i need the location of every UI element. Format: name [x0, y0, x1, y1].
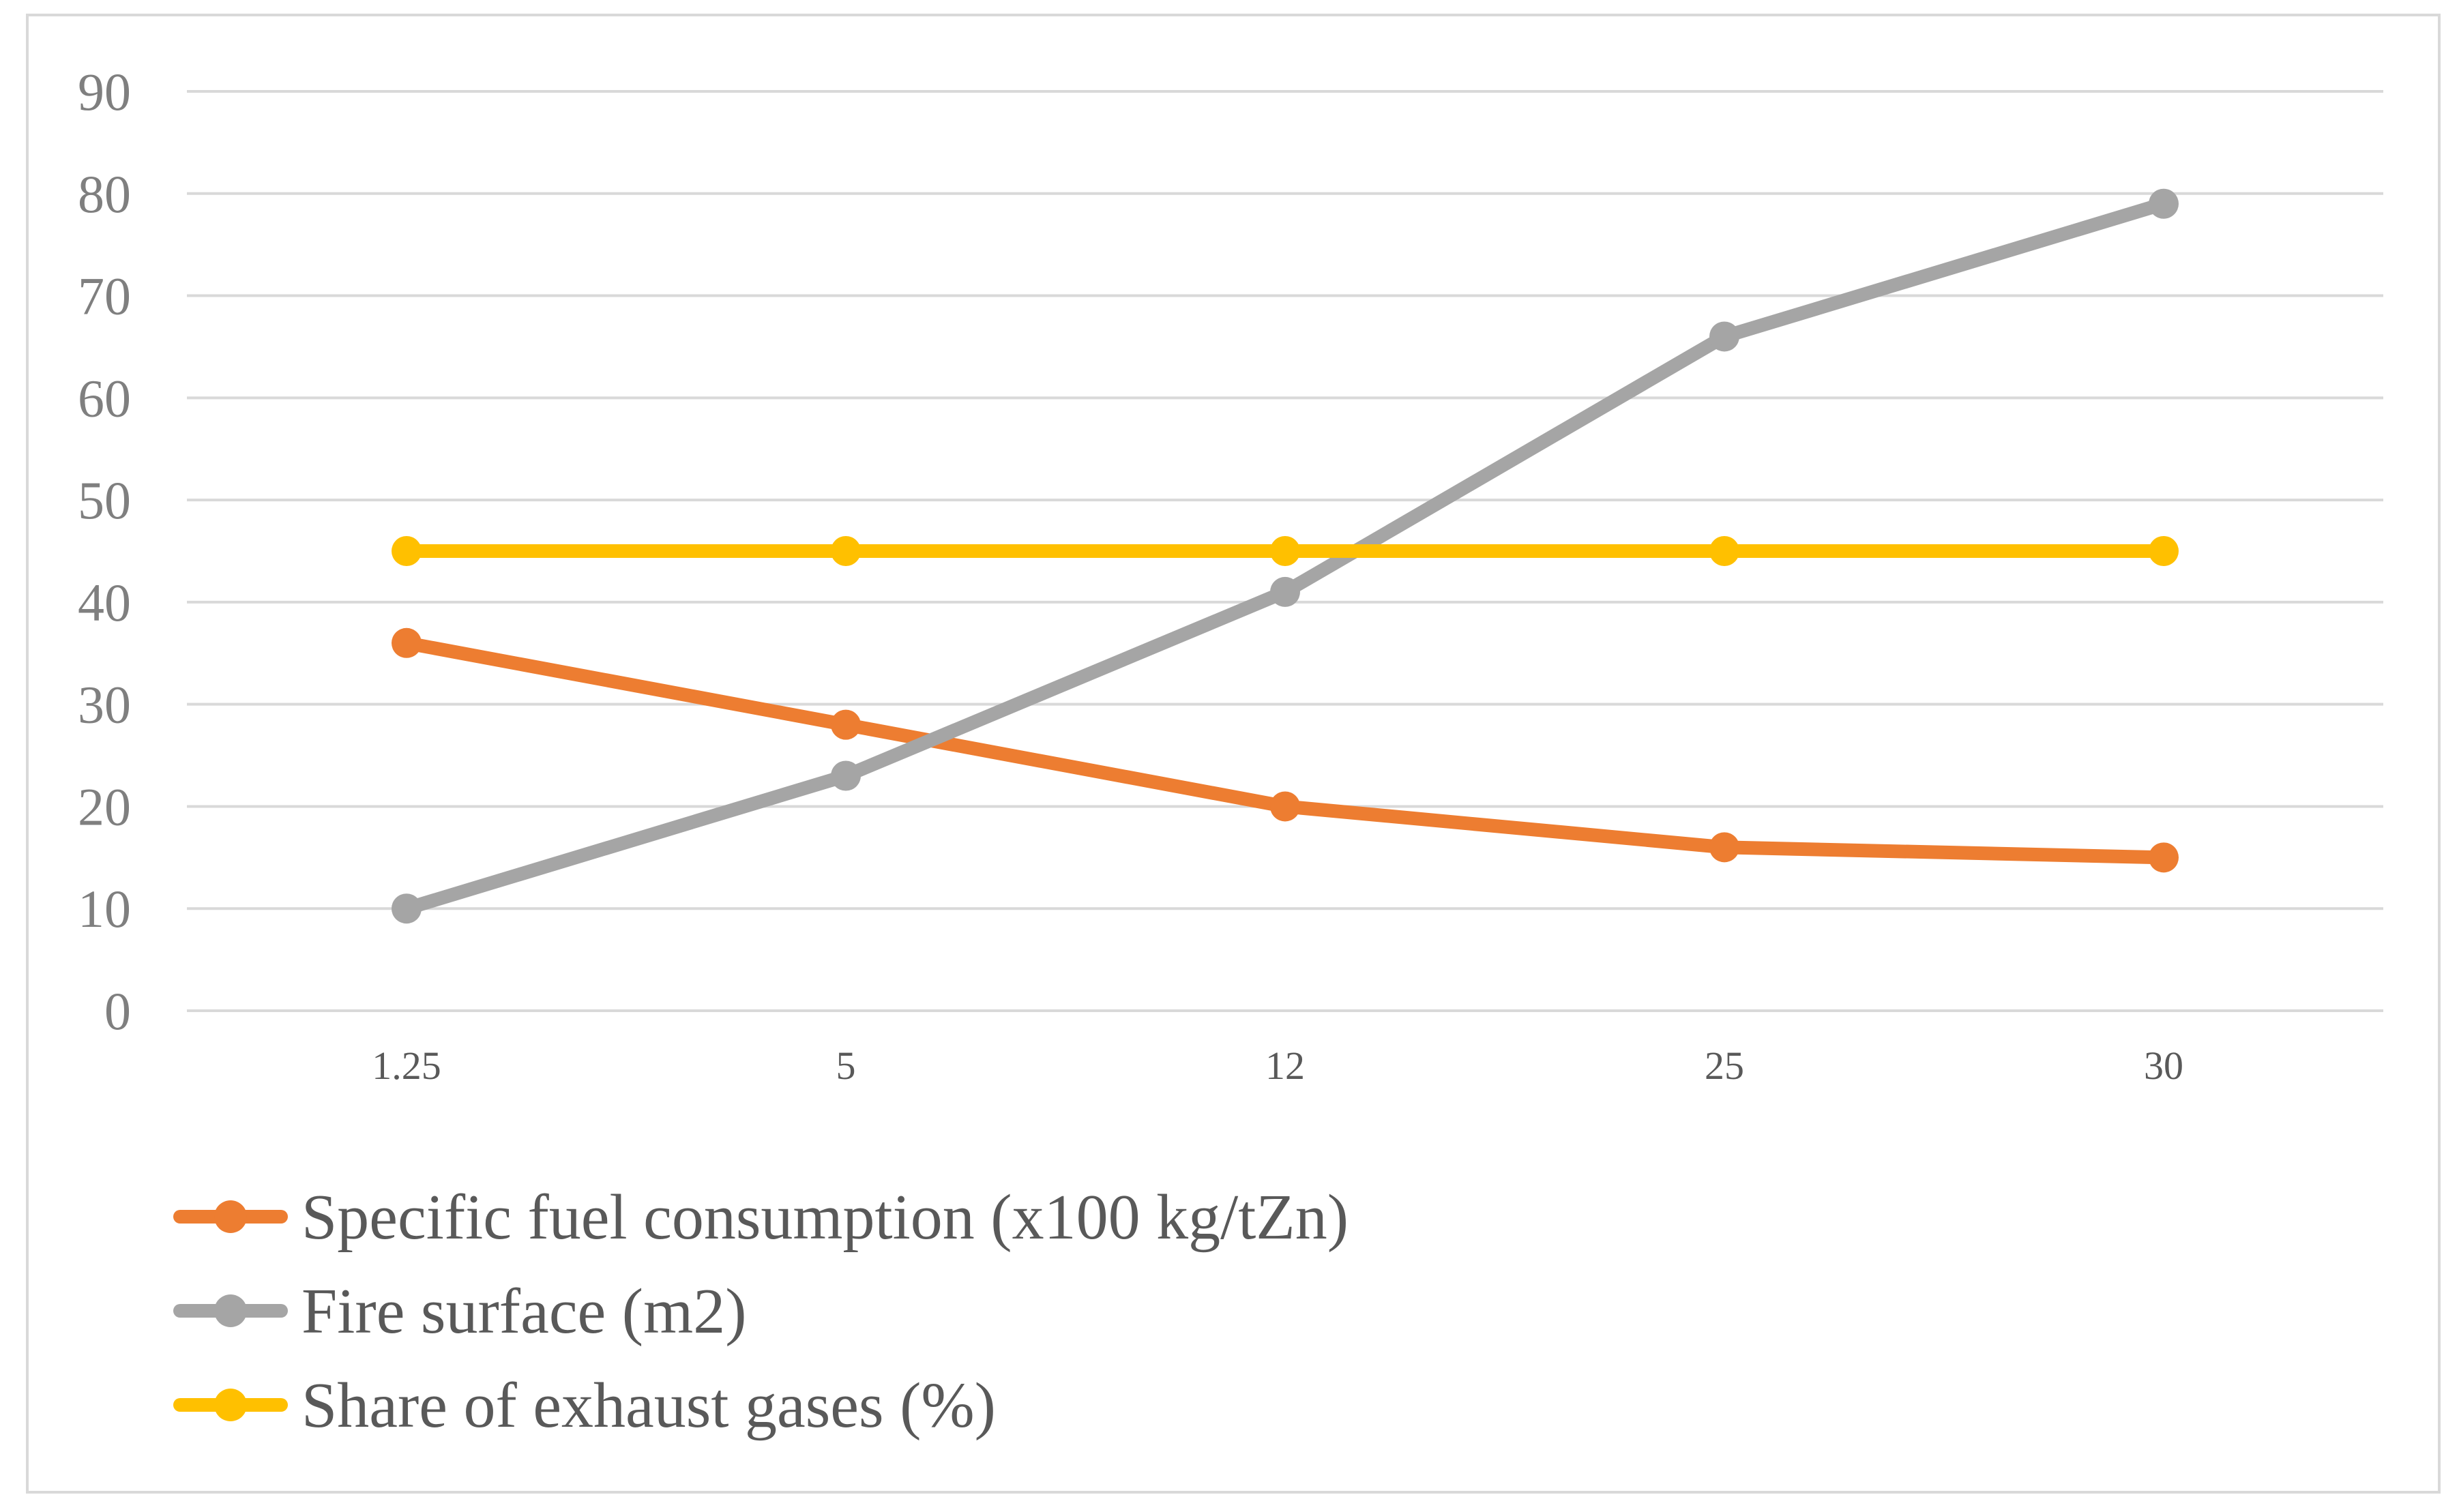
y-axis-labels: 0 10 20 30 40 50 60 70 80 90: [78, 62, 131, 1041]
y-tick-label: 20: [78, 777, 131, 836]
legend-item: Specific fuel consumption (x100 kg/tZn): [173, 1182, 1349, 1253]
legend-item: Fire surface (m2): [173, 1276, 747, 1347]
y-tick-label: 80: [78, 164, 131, 224]
data-point: [831, 760, 861, 791]
y-tick-label: 90: [78, 62, 131, 121]
data-point: [392, 893, 422, 924]
legend-label: Specific fuel consumption (x100 kg/tZn): [301, 1182, 1349, 1253]
x-tick-label: 12: [1265, 1043, 1305, 1088]
data-point: [1270, 536, 1300, 566]
y-tick-label: 50: [78, 471, 131, 530]
legend-swatch-marker: [214, 1389, 247, 1421]
x-tick-label: 1.25: [372, 1043, 441, 1088]
data-point: [1709, 536, 1739, 566]
legend-label: Fire surface (m2): [301, 1276, 747, 1347]
y-tick-label: 0: [104, 981, 131, 1041]
data-point: [1709, 321, 1739, 352]
y-tick-label: 30: [78, 675, 131, 735]
data-point: [1270, 576, 1300, 607]
data-point: [2149, 842, 2179, 873]
chart-frame: 0 10 20 30 40 50 60 70 80 90 1.25 5 12 25 30 Specific…: [26, 14, 2441, 1494]
x-tick-label: 25: [1705, 1043, 1744, 1088]
x-tick-label: 5: [836, 1043, 856, 1088]
legend-swatch-marker: [214, 1200, 247, 1233]
y-tick-label: 40: [78, 573, 131, 632]
data-point: [1270, 791, 1300, 822]
data-point: [831, 709, 861, 740]
legend: Specific fuel consumption (x100 kg/tZn) F…: [173, 1182, 1349, 1441]
legend-label: Share of exhaust gases (%): [301, 1370, 996, 1441]
data-point: [392, 627, 422, 658]
series-lines: [392, 188, 2179, 924]
line-chart: 0 10 20 30 40 50 60 70 80 90 1.25 5 12 25 30 Specific…: [78, 62, 2383, 1441]
series-0: [392, 627, 2179, 873]
legend-item: Share of exhaust gases (%): [173, 1370, 996, 1441]
x-tick-label: 30: [2144, 1043, 2183, 1088]
data-point: [2149, 188, 2179, 219]
data-point: [1709, 832, 1739, 863]
data-point: [2149, 536, 2179, 566]
data-point: [831, 536, 861, 566]
y-tick-label: 70: [78, 267, 131, 326]
x-axis-labels: 1.25 5 12 25 30: [372, 1043, 2183, 1088]
data-point: [392, 536, 422, 566]
series-2: [392, 536, 2179, 566]
legend-swatch-marker: [214, 1294, 247, 1327]
series-1: [392, 188, 2179, 924]
y-tick-label: 10: [78, 879, 131, 938]
y-tick-label: 60: [78, 368, 131, 428]
